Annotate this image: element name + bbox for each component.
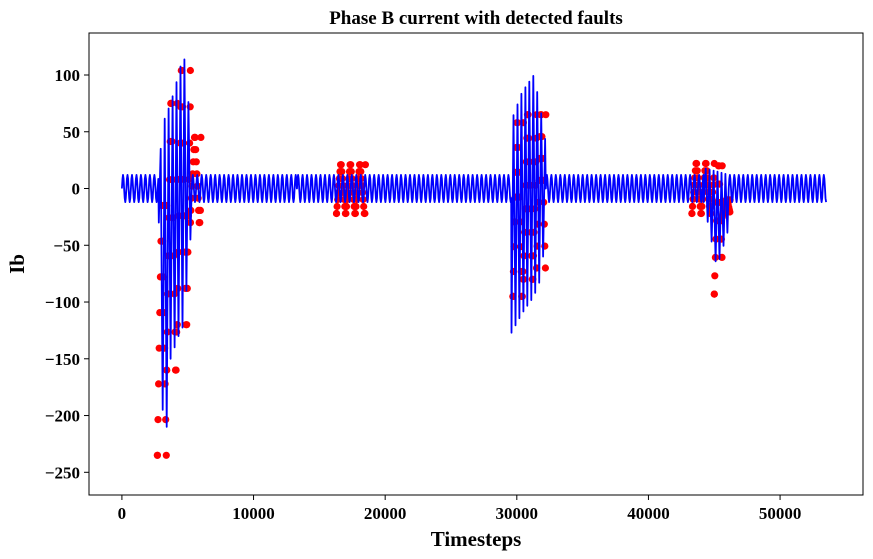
fault-marker xyxy=(153,451,161,459)
fault-marker xyxy=(698,202,706,210)
y-axis-label: Ib xyxy=(5,254,29,274)
fault-marker xyxy=(186,66,194,75)
fault-marker xyxy=(361,161,369,169)
fault-marker xyxy=(162,451,170,459)
fault-marker xyxy=(196,219,204,227)
fault-marker xyxy=(688,202,697,210)
fault-marker xyxy=(347,168,355,176)
fault-marker xyxy=(702,159,710,168)
fault-marker xyxy=(172,366,180,374)
x-axis-label: Timesteps xyxy=(431,527,522,551)
fault-marker xyxy=(332,209,341,218)
plot-area xyxy=(121,58,827,459)
fault-marker xyxy=(697,209,706,218)
fault-marker xyxy=(351,209,359,218)
fault-marker xyxy=(342,202,351,211)
fault-marker xyxy=(347,161,355,169)
x-tick-label: 10000 xyxy=(232,504,275,523)
y-tick-label: −200 xyxy=(45,407,80,426)
fault-marker xyxy=(693,167,701,175)
fault-marker xyxy=(192,158,200,166)
x-tick-label: 30000 xyxy=(496,504,539,523)
fault-marker xyxy=(193,170,201,178)
x-tick-label: 50000 xyxy=(759,504,802,523)
x-axis: 0 10000 20000 30000 40000 50000 xyxy=(118,495,802,523)
y-tick-label: 100 xyxy=(55,66,81,85)
fault-marker xyxy=(541,264,550,272)
fault-marker xyxy=(154,416,162,424)
fault-marker xyxy=(333,202,341,211)
y-tick-label: −50 xyxy=(53,236,80,255)
fault-marker xyxy=(693,159,701,168)
y-tick-label: −100 xyxy=(45,293,80,312)
y-tick-label: 0 xyxy=(72,180,81,199)
fault-marker xyxy=(342,209,350,218)
y-tick-label: 50 xyxy=(63,123,80,142)
fault-marker xyxy=(711,272,719,280)
y-axis: −250 −200 −150 −100 −50 0 50 100 xyxy=(45,66,89,482)
fault-marker xyxy=(542,111,550,119)
fault-marker xyxy=(155,344,163,352)
fault-marker xyxy=(688,209,696,218)
x-tick-label: 40000 xyxy=(627,504,670,523)
fault-marker xyxy=(357,168,365,176)
fault-marker xyxy=(710,290,718,298)
fault-marker xyxy=(155,380,163,388)
x-tick-label: 0 xyxy=(118,504,127,523)
signal-series xyxy=(121,58,827,428)
fault-marker xyxy=(337,161,345,169)
signal-line xyxy=(121,58,827,428)
y-tick-label: −150 xyxy=(45,350,80,369)
fault-marker xyxy=(191,133,199,141)
fault-marker xyxy=(196,206,204,214)
fault-marker xyxy=(361,209,369,218)
fault-marker xyxy=(360,202,368,211)
fault-marker xyxy=(197,133,205,141)
chart-title: Phase B current with detected faults xyxy=(329,8,623,29)
y-tick-label: −250 xyxy=(45,463,80,482)
fault-marker xyxy=(183,321,191,329)
fault-marker xyxy=(162,416,170,424)
x-tick-label: 20000 xyxy=(364,504,407,523)
fault-marker xyxy=(718,162,726,170)
fault-marker xyxy=(192,146,200,154)
plot-frame xyxy=(88,32,864,496)
fault-marker xyxy=(338,168,346,176)
fault-marker xyxy=(352,202,360,211)
fault-marker xyxy=(356,161,364,169)
